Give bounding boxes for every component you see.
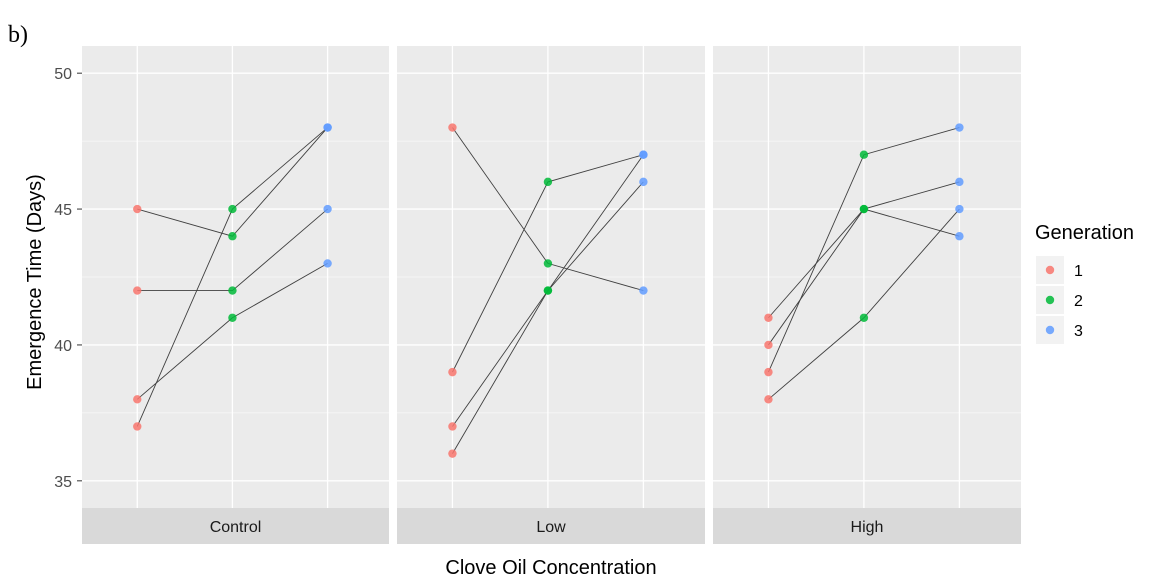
panel-strip xyxy=(82,508,389,544)
legend-key xyxy=(1045,265,1055,275)
data-point xyxy=(859,150,869,159)
data-point xyxy=(639,150,648,159)
panel-high: High xyxy=(713,46,1021,544)
data-point xyxy=(448,367,457,377)
data-point xyxy=(323,123,332,132)
data-point xyxy=(859,313,869,322)
data-point xyxy=(955,123,964,132)
data-point xyxy=(448,422,457,431)
data-point xyxy=(639,177,648,187)
legend-title: Generation xyxy=(1035,222,1134,244)
data-point xyxy=(228,286,237,295)
data-point xyxy=(323,259,332,268)
data-point xyxy=(764,367,773,377)
y-tick-label: 50 xyxy=(54,66,72,83)
data-point xyxy=(228,204,237,214)
data-point xyxy=(448,123,457,132)
data-point xyxy=(323,204,332,214)
data-point xyxy=(133,204,142,214)
panel-strip xyxy=(397,508,705,544)
data-point xyxy=(764,340,773,350)
data-point xyxy=(764,395,773,404)
legend: Generation 1 2 3 xyxy=(1035,222,1134,344)
data-point xyxy=(543,286,553,295)
data-point xyxy=(639,286,648,295)
data-point xyxy=(543,177,553,187)
panels: Control Low High xyxy=(82,46,1021,544)
data-point xyxy=(448,449,457,458)
data-point xyxy=(859,204,869,214)
data-point xyxy=(543,259,553,268)
legend-key xyxy=(1045,295,1055,305)
y-tick-label: 40 xyxy=(54,338,72,355)
legend-label: 3 xyxy=(1074,323,1083,340)
y-tick-label: 45 xyxy=(54,202,72,219)
panel-strip-label: High xyxy=(851,519,884,536)
data-point xyxy=(955,177,964,187)
panel-control: Control xyxy=(82,46,389,544)
legend-label: 1 xyxy=(1074,263,1083,280)
data-point xyxy=(133,395,142,404)
data-point xyxy=(955,204,964,214)
data-point xyxy=(764,313,773,322)
data-point xyxy=(228,232,237,241)
panel-low: Low xyxy=(397,46,705,544)
data-point xyxy=(955,232,964,241)
x-axis-title: Clove Oil Concentration xyxy=(445,557,656,577)
y-axis: 35 40 45 50 xyxy=(54,66,82,491)
panel-strip-label: Control xyxy=(210,519,262,536)
data-point xyxy=(133,286,142,295)
y-axis-title: Emergence Time (Days) xyxy=(24,174,46,390)
figure-label: b) xyxy=(8,22,28,48)
data-point xyxy=(133,422,142,431)
legend-key xyxy=(1045,325,1055,335)
data-point xyxy=(228,313,237,322)
y-tick-label: 35 xyxy=(54,474,72,491)
panel-strip-label: Low xyxy=(536,519,566,536)
legend-label: 2 xyxy=(1074,293,1083,310)
panel-strip xyxy=(713,508,1021,544)
